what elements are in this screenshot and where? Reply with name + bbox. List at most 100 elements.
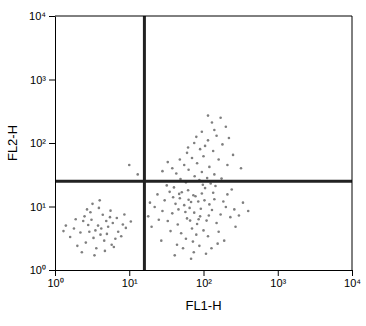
- point: [201, 192, 204, 195]
- point: [62, 230, 65, 233]
- tick: 10³: [30, 74, 55, 86]
- point: [191, 157, 194, 160]
- point: [247, 210, 250, 213]
- point: [211, 209, 214, 212]
- point: [199, 148, 202, 151]
- tick-label: 10²: [30, 137, 46, 149]
- point: [69, 236, 72, 239]
- point: [204, 187, 207, 190]
- tick-label: 10¹: [122, 277, 138, 289]
- x-axis: 10⁰10¹10²10³10⁴: [47, 270, 361, 289]
- point: [149, 201, 152, 204]
- point: [197, 218, 200, 221]
- point: [193, 142, 196, 145]
- point: [202, 183, 205, 186]
- point: [136, 173, 139, 176]
- tick-mark: [204, 270, 205, 276]
- point: [192, 194, 195, 197]
- point: [225, 206, 228, 209]
- point: [242, 201, 245, 204]
- point: [113, 246, 116, 249]
- point: [207, 114, 210, 117]
- point: [202, 155, 205, 158]
- point: [153, 206, 156, 209]
- point: [171, 212, 174, 215]
- point: [106, 233, 109, 236]
- point: [201, 171, 204, 174]
- point: [197, 200, 200, 203]
- point: [215, 134, 218, 137]
- point: [187, 168, 190, 171]
- point: [191, 227, 194, 230]
- point: [116, 217, 119, 220]
- point: [91, 203, 94, 206]
- point: [163, 199, 166, 202]
- point: [220, 177, 223, 180]
- y-axis: 10⁰10¹10²10³10⁴: [29, 10, 55, 276]
- point: [223, 239, 226, 242]
- point: [210, 247, 213, 250]
- point: [187, 189, 190, 192]
- point: [172, 196, 175, 199]
- point: [87, 224, 90, 227]
- point: [130, 220, 133, 223]
- point: [192, 251, 195, 254]
- point: [199, 215, 202, 218]
- point: [150, 225, 153, 228]
- point: [206, 177, 209, 180]
- tick-label: 10³: [270, 277, 286, 289]
- point: [203, 199, 206, 202]
- point: [229, 216, 232, 219]
- point: [73, 227, 76, 230]
- point: [190, 201, 193, 204]
- point: [173, 186, 176, 189]
- point: [86, 208, 89, 211]
- point: [107, 225, 110, 228]
- point: [97, 224, 100, 227]
- point: [215, 222, 218, 225]
- point: [183, 204, 186, 207]
- point: [81, 251, 84, 254]
- tick-mark: [49, 143, 55, 144]
- point: [188, 207, 191, 210]
- point: [189, 219, 192, 222]
- point: [173, 254, 176, 257]
- point: [216, 242, 219, 245]
- point: [226, 164, 229, 167]
- point: [168, 191, 171, 194]
- point: [208, 203, 211, 206]
- quadrant-lines: [55, 16, 352, 270]
- point: [208, 214, 211, 217]
- point: [166, 161, 169, 164]
- point: [79, 231, 82, 234]
- point: [187, 198, 190, 201]
- point: [190, 258, 193, 261]
- point: [65, 224, 68, 227]
- point: [176, 243, 179, 246]
- point: [196, 223, 199, 226]
- point: [212, 191, 215, 194]
- point: [205, 219, 208, 222]
- tick-mark: [49, 270, 55, 271]
- point: [89, 211, 92, 214]
- frame: [55, 16, 352, 17]
- tick: 10²: [30, 137, 55, 149]
- tick-mark: [352, 270, 353, 276]
- point: [226, 193, 229, 196]
- point: [99, 233, 102, 236]
- tick: 10⁰: [30, 264, 55, 276]
- point: [186, 152, 189, 155]
- point: [179, 197, 182, 200]
- point: [120, 235, 123, 238]
- point: [105, 220, 108, 223]
- point: [207, 235, 210, 238]
- point: [198, 245, 201, 248]
- point: [92, 237, 95, 240]
- point: [82, 220, 85, 223]
- point: [187, 146, 190, 149]
- tick-label: 10⁴: [29, 10, 46, 22]
- point: [193, 175, 196, 178]
- tick-mark: [129, 270, 130, 276]
- point: [171, 167, 174, 170]
- point: [207, 139, 210, 142]
